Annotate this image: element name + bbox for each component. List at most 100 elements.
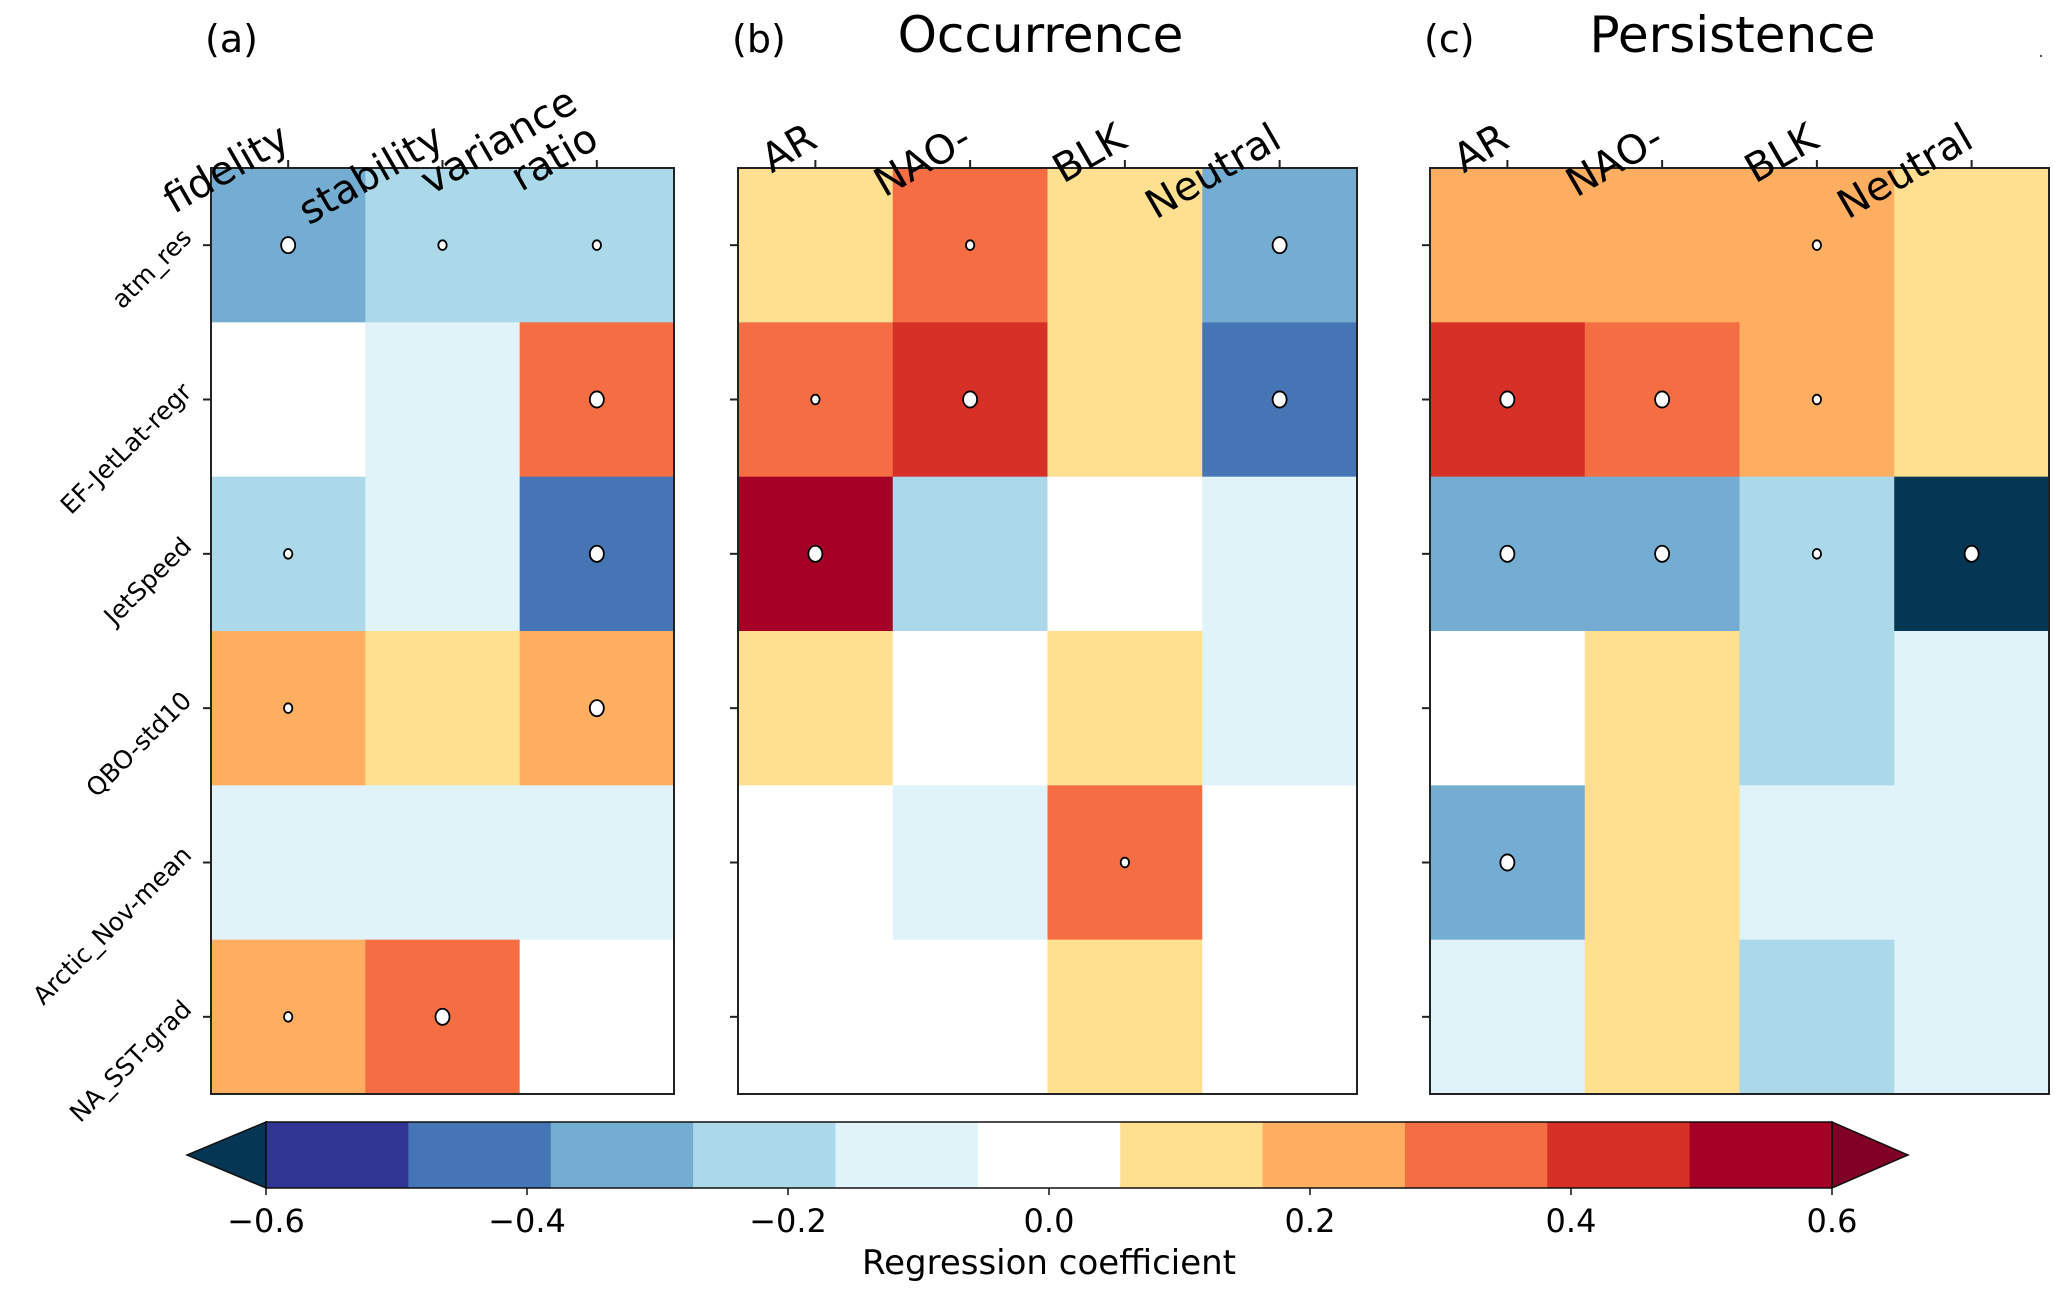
significance-marker-small: [965, 239, 976, 251]
significance-marker-large: [1271, 236, 1288, 255]
heatmap-cell: [1430, 631, 1586, 786]
significance-marker-small: [437, 239, 448, 251]
colorbar-bin: [977, 1122, 1121, 1188]
heatmap-cell: [1202, 631, 1358, 786]
heatmap-cell: [1430, 939, 1586, 1095]
significance-marker-small: [810, 393, 821, 406]
significance-marker-large: [588, 699, 605, 718]
significance-marker-small: [1119, 856, 1130, 869]
significance-marker-large: [1499, 853, 1516, 872]
colorbar-tick-label: −0.4: [488, 1202, 566, 1240]
heatmap-cell: [738, 168, 894, 323]
significance-marker-small: [283, 1011, 294, 1023]
heatmap-cell: [1047, 476, 1203, 632]
heatmap-cell: [1894, 322, 2050, 478]
heatmap-cell: [1739, 785, 1895, 941]
heatmap-cell: [1894, 168, 2050, 323]
heatmap-cell: [1894, 939, 2050, 1095]
significance-marker-large: [588, 544, 605, 563]
panel-letter: (c): [1424, 17, 1475, 61]
heatmap-cell: [892, 476, 1049, 632]
heatmap-cell: [519, 939, 675, 1095]
colorbar-tick-label: 0.6: [1807, 1202, 1858, 1240]
colorbar-bin: [1547, 1122, 1691, 1188]
significance-marker-large: [962, 390, 979, 409]
colorbar-extend-max-arrow: [1831, 1120, 1910, 1190]
panel-title: Occurrence: [898, 6, 1184, 64]
heatmap-cell: [1202, 939, 1358, 1095]
heatmap-cell: [1430, 168, 1586, 323]
significance-marker-small: [591, 239, 602, 251]
panel-c: AR NAO- BLK Neutral(c) Persistence: [1422, 6, 2050, 1095]
significance-marker-large: [1654, 544, 1671, 563]
heatmap-cell: [1584, 631, 1741, 786]
heatmap-cell: [211, 785, 366, 941]
heatmap-cell: [1584, 168, 1741, 323]
heatmap-cell: [211, 322, 366, 478]
panel-letter: (a): [205, 17, 258, 61]
heatmap-cell: [1584, 785, 1741, 941]
heatmap-cell: [1894, 785, 2050, 941]
colorbar-bin: [1262, 1122, 1406, 1188]
heatmap-cell: [892, 785, 1049, 941]
heatmap-cell: [365, 631, 521, 786]
panel-title: Persistence: [1590, 6, 1876, 64]
significance-marker-small: [1811, 239, 1822, 251]
heatmap-cell: [1739, 631, 1895, 786]
row-label: JetSpeed: [97, 532, 197, 632]
significance-marker-large: [434, 1007, 451, 1026]
colorbar-bin: [835, 1122, 979, 1188]
significance-marker-small: [283, 702, 294, 714]
significance-marker-large: [1499, 544, 1516, 563]
row-label: EF-JetLat-regr: [55, 377, 198, 520]
colorbar-tick-label: 0.0: [1024, 1202, 1075, 1240]
panel-frame: [1429, 167, 2050, 1095]
significance-marker-small: [1811, 393, 1822, 406]
colorbar-tick-label: −0.6: [227, 1202, 305, 1240]
colorbar-bin: [266, 1122, 409, 1188]
significance-marker-large: [588, 390, 605, 409]
colorbar-bin: [550, 1122, 694, 1188]
panel-b: AR NAO- BLK Neutral(b) Occurrence: [730, 6, 1358, 1095]
heatmap-cell: [365, 476, 521, 632]
panel-frame: [737, 167, 1358, 1095]
significance-marker-large: [280, 236, 297, 255]
heatmap-cell: [1047, 168, 1203, 323]
heatmap-cell: [365, 322, 521, 478]
heatmap-cell: [1202, 785, 1358, 941]
heatmap-cell: [738, 631, 894, 786]
significance-marker-small: [283, 548, 294, 560]
colorbar-bin: [1404, 1122, 1548, 1188]
significance-marker-large: [1963, 544, 1980, 563]
significance-marker-large: [1499, 390, 1516, 409]
colorbar-bin: [408, 1122, 552, 1188]
heatmap-cell: [1202, 476, 1358, 632]
panel-letter: (b): [732, 17, 786, 61]
significance-marker-large: [807, 544, 824, 563]
row-label: Arctic_Nov-mean: [27, 840, 197, 1010]
row-label: QBO-std10: [80, 686, 197, 803]
heatmap-cell: [1584, 939, 1741, 1095]
heatmap-cell: [1047, 939, 1203, 1095]
heatmap-cell: [738, 785, 894, 941]
colorbar-label: Regression coefficient: [862, 1243, 1236, 1283]
colorbar-tick-label: 0.4: [1546, 1202, 1597, 1240]
colorbar: −0.6 −0.4 −0.2 0.0 0.2 0.4 0.6 Regression coeff…: [185, 1120, 1910, 1283]
colorbar-bin: [693, 1122, 837, 1188]
row-label: NA_SST-grad: [64, 995, 197, 1128]
heatmap-cell: [892, 631, 1049, 786]
row-label: atm_res: [106, 223, 197, 314]
heatmap-cell: [519, 785, 675, 941]
colorbar-tick-label: −0.2: [749, 1202, 827, 1240]
significance-marker-large: [1654, 390, 1671, 409]
heatmap-cell: [365, 785, 521, 941]
heatmap-cell: [1047, 322, 1203, 478]
heatmap-cell: [738, 939, 894, 1095]
significance-marker-small: [1811, 548, 1822, 560]
colorbar-tick-label: 0.2: [1285, 1202, 1336, 1240]
colorbar-bin: [1689, 1122, 1833, 1188]
heatmap-cell: [892, 939, 1049, 1095]
significance-marker-large: [1271, 390, 1288, 409]
colorbar-extend-min-arrow: [185, 1120, 267, 1190]
